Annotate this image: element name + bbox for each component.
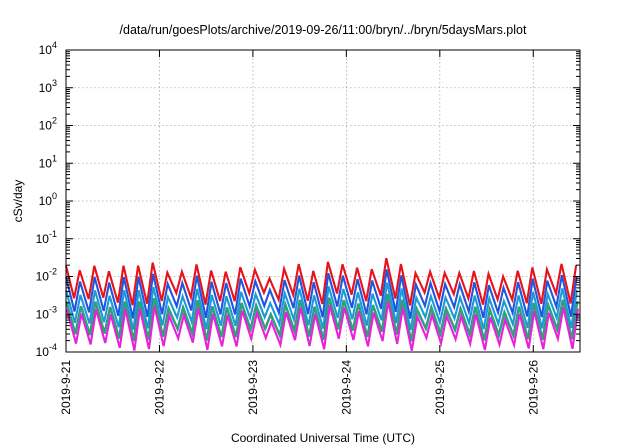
x-tick-label: 2019-9-25 xyxy=(433,360,447,415)
series-line xyxy=(64,269,578,319)
series-line xyxy=(65,301,580,351)
x-tick-label: 2019-9-24 xyxy=(339,360,353,415)
x-tick-label: 2019-9-21 xyxy=(59,360,73,415)
series-line xyxy=(64,282,578,331)
x-tick-label: 2019-9-23 xyxy=(246,360,260,415)
y-ticks: 10-4 10-3 10-2 10-1 100 101 102 103 104 xyxy=(36,40,580,359)
series-group xyxy=(64,257,580,351)
x-tick-label: 2019-9-26 xyxy=(526,360,540,415)
grid xyxy=(66,50,580,352)
y-tick-label: 10-4 xyxy=(36,342,57,359)
y-tick-label: 10-3 xyxy=(36,304,57,321)
x-tick-label: 2019-9-22 xyxy=(152,360,166,415)
x-axis-label: Coordinated Universal Time (UTC) xyxy=(231,431,415,445)
x-ticks: 2019-9-21 2019-9-22 2019-9-23 2019-9-24 2019… xyxy=(59,50,540,415)
y-tick-label: 10-1 xyxy=(36,229,57,246)
series-line xyxy=(64,257,578,306)
series-line xyxy=(65,293,579,342)
y-axis-label: cSv/day xyxy=(11,180,25,223)
y-tick-label: 101 xyxy=(39,153,57,170)
y-tick-label: 102 xyxy=(39,116,57,133)
chart-title: /data/run/goesPlots/archive/2019-09-26/1… xyxy=(120,23,527,37)
y-tick-label: 100 xyxy=(39,191,57,208)
y-tick-label: 104 xyxy=(39,40,57,57)
y-tick-label: 103 xyxy=(39,78,57,95)
y-tick-label: 10-2 xyxy=(36,267,57,284)
